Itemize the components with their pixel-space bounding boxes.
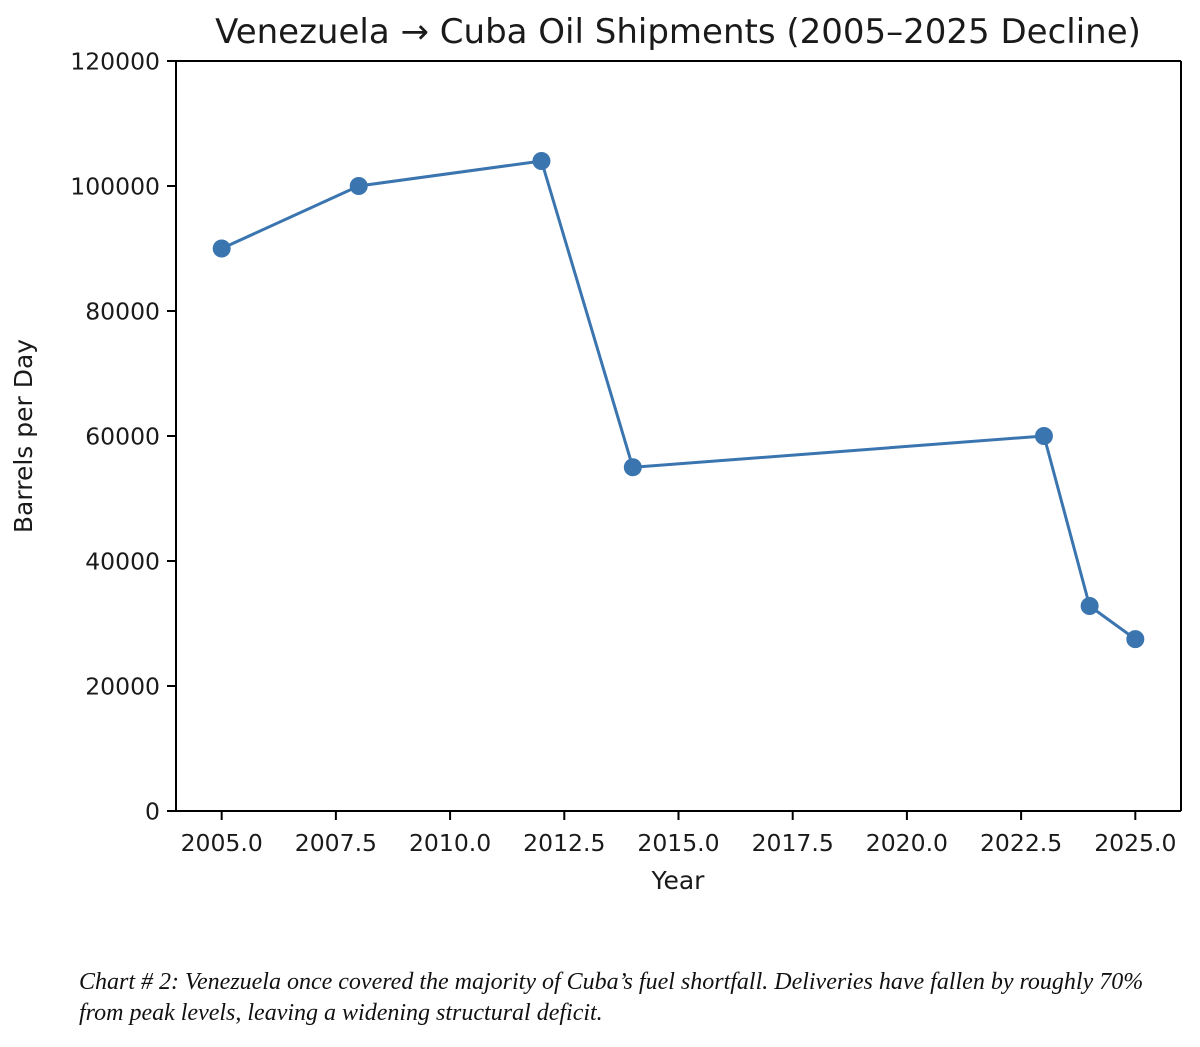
x-tick-label: 2017.5 (752, 829, 834, 857)
line-chart: Venezuela → Cuba Oil Shipments (2005–202… (9, 12, 1182, 895)
y-tick-label: 80000 (85, 298, 160, 326)
y-tick-label: 100000 (70, 173, 160, 201)
y-tick-label: 0 (145, 798, 160, 826)
y-tick-label: 20000 (85, 673, 160, 701)
y-tick-label: 40000 (85, 548, 160, 576)
x-tick-label: 2022.5 (980, 829, 1062, 857)
tick-layer: 2005.0 2007.5 2010.0 2012.5 2015.0 2017.5 2020… (70, 48, 1176, 858)
x-tick-label: 2015.0 (637, 829, 719, 857)
data-point (532, 152, 551, 170)
x-tick-label: 2010.0 (409, 829, 491, 857)
chart-caption: Chart # 2: Venezuela once covered the ma… (79, 969, 1144, 1026)
series-layer (212, 152, 1145, 649)
plot-area-frame (175, 60, 1182, 812)
data-point (1126, 630, 1145, 649)
data-point (212, 239, 231, 258)
x-tick-label: 2005.0 (181, 829, 263, 857)
x-tick-label: 2020.0 (866, 829, 948, 857)
x-tick-label: 2007.5 (295, 829, 377, 857)
data-point (349, 177, 368, 195)
data-point (623, 458, 642, 477)
x-tick-label: 2012.5 (523, 829, 605, 857)
y-tick-label: 120000 (70, 48, 160, 76)
x-axis-label: Year (651, 866, 706, 895)
y-axis-label: Barrels per Day (9, 339, 38, 533)
chart-title: Venezuela → Cuba Oil Shipments (2005–202… (215, 12, 1141, 52)
data-point (1080, 597, 1099, 615)
data-point (1034, 427, 1053, 445)
y-tick-label: 60000 (85, 423, 160, 451)
x-tick-label: 2025.0 (1094, 829, 1176, 857)
series-line (220, 159, 1137, 641)
